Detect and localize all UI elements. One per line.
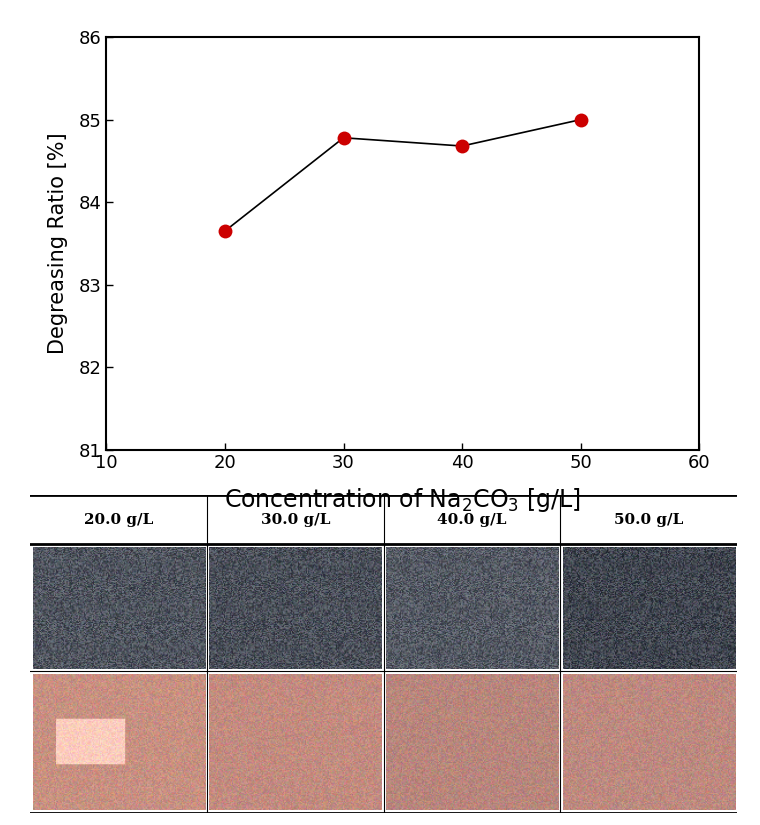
Text: 40.0 g/L: 40.0 g/L bbox=[438, 512, 507, 526]
Text: 50.0 g/L: 50.0 g/L bbox=[614, 512, 683, 526]
Point bbox=[337, 131, 350, 144]
Text: 20.0 g/L: 20.0 g/L bbox=[84, 512, 154, 526]
Y-axis label: Degreasing Ratio [%]: Degreasing Ratio [%] bbox=[48, 133, 68, 354]
Text: 30.0 g/L: 30.0 g/L bbox=[261, 512, 330, 526]
Point bbox=[456, 139, 468, 153]
X-axis label: Concentration of Na$_2$CO$_3$ [g/L]: Concentration of Na$_2$CO$_3$ [g/L] bbox=[224, 487, 581, 514]
Point bbox=[219, 224, 231, 238]
Point bbox=[575, 113, 587, 126]
